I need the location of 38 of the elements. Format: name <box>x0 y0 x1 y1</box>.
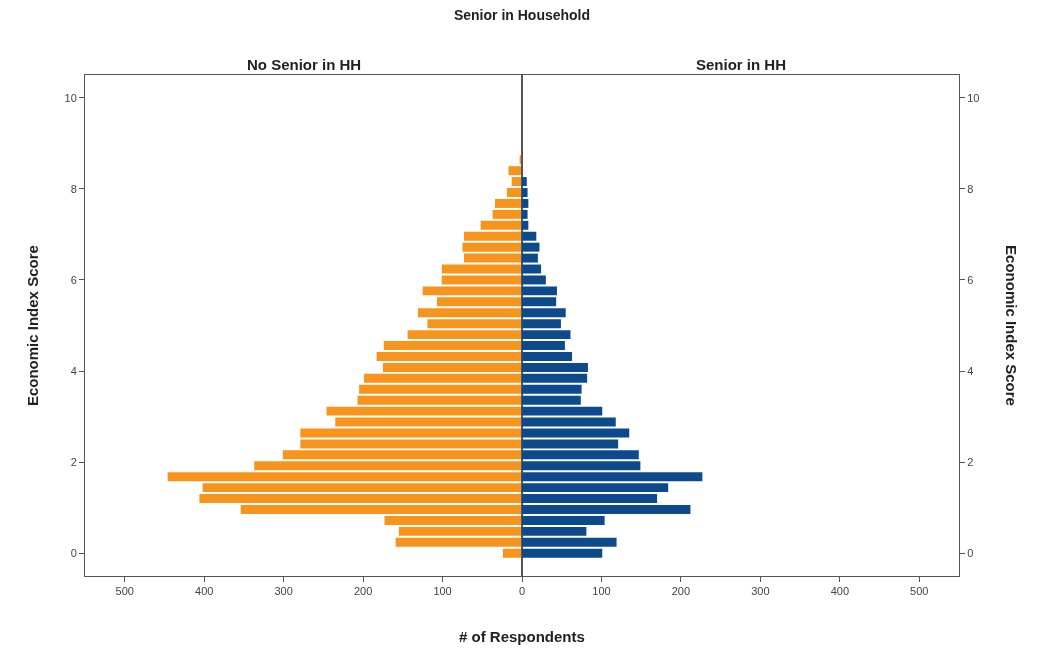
x-tick-label: 100 <box>433 585 452 598</box>
bar <box>522 198 529 208</box>
bar <box>508 166 522 176</box>
bar <box>522 231 537 241</box>
y-tick-label: 6 <box>967 273 974 286</box>
x-tick-label: 0 <box>518 585 526 598</box>
x-tick-label: 300 <box>751 585 770 598</box>
bar <box>522 209 528 219</box>
x-tick-label: 100 <box>592 585 611 598</box>
y-tick-label: 8 <box>70 182 77 195</box>
y-tick-label: 4 <box>967 364 974 377</box>
bar <box>522 341 565 351</box>
chart-subtitle: Senior in HH <box>696 56 787 73</box>
y-tick-label: 0 <box>70 547 77 560</box>
chart-title: Senior in Household <box>453 6 591 23</box>
chart-subtitle: No Senior in HH <box>247 56 362 73</box>
y-tick-label: 2 <box>967 455 974 468</box>
y-tick-label: 4 <box>70 364 77 377</box>
bar <box>522 242 540 252</box>
y-tick-label: 6 <box>70 273 77 286</box>
x-tick-label: 500 <box>115 585 134 598</box>
x-tick-label: 200 <box>671 585 691 598</box>
y-tick-label: 8 <box>967 182 974 195</box>
bar <box>502 548 522 558</box>
y-tick-label: 0 <box>967 547 974 560</box>
y-axis-title: Economic Index Score <box>1002 245 1020 406</box>
x-tick-label: 400 <box>195 585 214 598</box>
y-tick-label: 10 <box>64 91 77 104</box>
x-axis-title: # of Respondents <box>459 628 585 645</box>
bar <box>522 220 529 230</box>
x-tick-label: 300 <box>274 585 293 598</box>
y-axis-title: Economic Index Score <box>24 245 42 407</box>
y-tick-label: 10 <box>967 91 980 104</box>
y-tick-label: 2 <box>70 455 77 468</box>
x-tick-label: 200 <box>353 585 373 598</box>
x-tick-label: 400 <box>830 585 849 598</box>
bar <box>522 253 538 263</box>
x-tick-label: 500 <box>910 585 929 598</box>
